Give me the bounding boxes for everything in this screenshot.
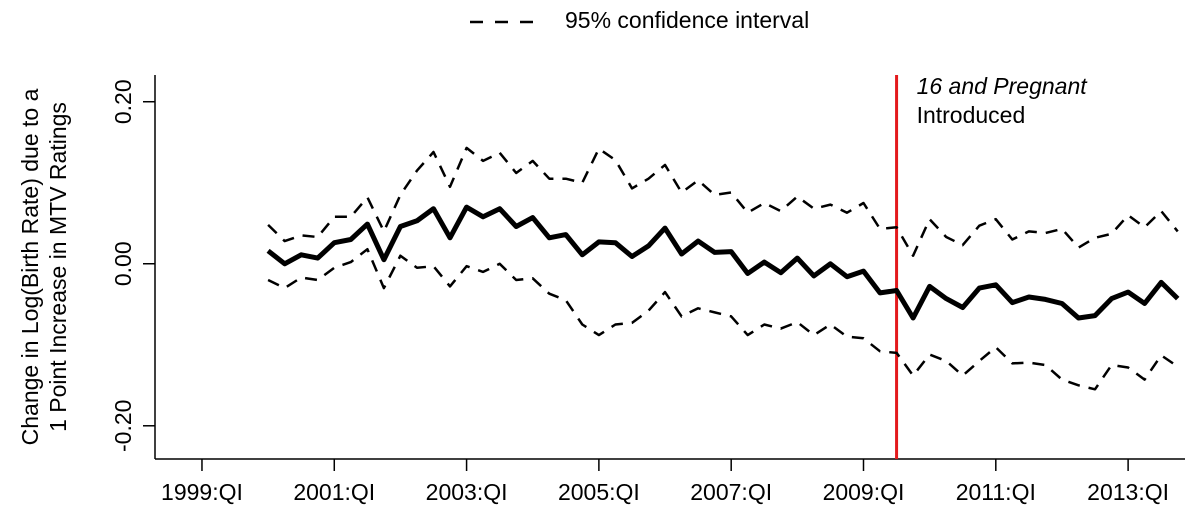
annotation-text: 16 and Pregnant — [917, 73, 1089, 99]
ci-line — [267, 146, 1179, 257]
y-axis-label: Change in Log(Birth Rate) due to a — [17, 88, 43, 445]
x-tick-label: 2005:QI — [558, 479, 640, 505]
legend-label: 95% confidence interval — [565, 7, 809, 33]
x-tick-label: 2009:QI — [823, 479, 905, 505]
x-tick-label: 2001:QI — [293, 479, 375, 505]
ci-line — [267, 247, 1179, 391]
x-tick-label: 2011:QI — [956, 479, 1036, 505]
y-axis-label: 1 Point Increase in MTV Ratings — [45, 102, 71, 432]
annotation-text: Introduced — [917, 102, 1026, 128]
x-tick-label: 2007:QI — [690, 479, 772, 505]
y-tick-label: -0.20 — [110, 400, 136, 452]
x-tick-label: 2013:QI — [1087, 479, 1169, 505]
x-tick-label: 1999:QI — [161, 479, 243, 505]
x-tick-label: 2003:QI — [426, 479, 508, 505]
y-tick-label: 0.00 — [110, 241, 136, 286]
estimate-line — [266, 204, 1180, 321]
y-tick-label: 0.20 — [110, 79, 136, 124]
